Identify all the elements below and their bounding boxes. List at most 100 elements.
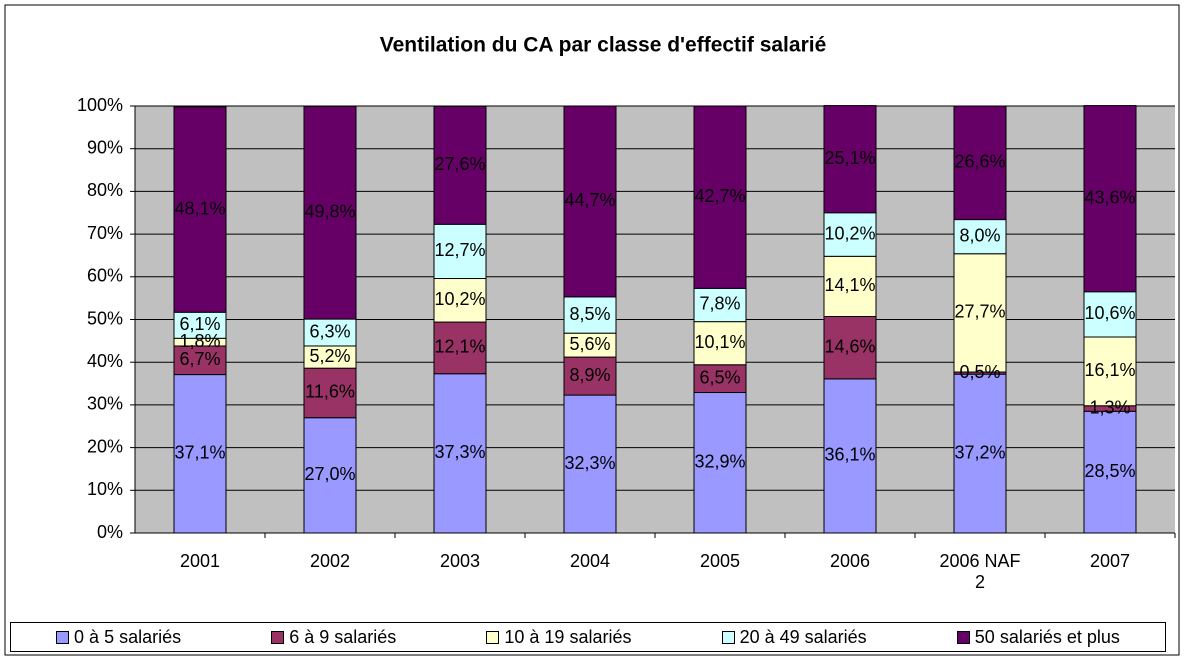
y-tick-label: 0% [97,522,123,542]
data-label: 25,1% [824,148,875,168]
bar-segment [173,106,227,313]
bar-segment [433,278,487,323]
bar-segment [693,364,747,394]
data-label: 8,5% [569,304,610,324]
data-label: 1,3% [1089,397,1130,417]
legend-swatch [271,630,285,644]
data-label: 36,1% [824,445,875,465]
data-label: 6,3% [309,321,350,341]
bar-segment [1083,410,1137,534]
legend-item: 6 à 9 salariés [271,627,396,648]
data-label: 27,7% [954,302,1005,322]
bar-segment [1083,291,1137,338]
y-tick-label: 60% [87,266,123,286]
bar-segment [693,287,747,323]
bar-segment [953,253,1007,373]
data-label: 32,3% [564,453,615,473]
bar-segment [693,392,747,534]
bar-segment [433,105,487,225]
bar-segment [953,105,1007,221]
data-label: 6,1% [179,314,220,334]
bar-segment [173,311,227,339]
y-tick-label: 20% [87,436,123,456]
y-tick-label: 70% [87,223,123,243]
legend-swatch [956,630,970,644]
bar-segment [173,374,227,534]
bar-segment [823,212,877,257]
bar-segment [953,373,1007,534]
data-label: 10,1% [694,332,745,352]
y-tick-label: 30% [87,394,123,414]
data-label: 37,2% [954,442,1005,462]
data-label: 8,0% [959,225,1000,245]
data-label: 48,1% [174,198,225,218]
bar-segment [173,345,227,376]
data-label: 37,1% [174,443,225,463]
legend-item: 50 salariés et plus [956,626,1120,648]
legend-swatch [56,630,70,644]
data-label: 32,9% [694,452,745,472]
legend-label: 20 à 49 salariés [739,626,867,647]
legend-label: 0 à 5 salariés [74,626,182,647]
legend-swatch [486,630,500,644]
legend-label: 6 à 9 salariés [289,626,397,647]
data-label: 26,6% [954,152,1005,172]
bar-segment [433,321,487,375]
data-label: 43,6% [1084,187,1135,207]
x-tick-label: 2006 NAF 2 [939,551,1021,592]
data-label: 6,5% [699,367,740,387]
y-tick-label: 90% [87,137,123,157]
data-label: 42,7% [694,186,745,206]
data-label: 6,7% [179,349,220,369]
legend-item: 0 à 5 salariés [56,627,181,648]
bar-segment [433,373,487,534]
data-label: 10,2% [824,223,875,243]
x-tick-label: 2007 [1089,551,1131,571]
data-label: 11,6% [305,382,355,402]
x-tick-label: 2003 [439,551,481,571]
bar-segment [1083,336,1137,407]
data-label: 14,1% [824,275,875,295]
x-tick-label: 2001 [179,551,221,571]
x-tick-label: 2006 [829,551,871,571]
bar-segment [823,316,877,380]
data-label: 0,5% [959,362,1000,382]
bar-segment [823,105,877,214]
y-tick-label: 50% [87,308,123,328]
data-label: 44,7% [564,190,615,210]
bar-segment [563,394,617,534]
legend-item: 20 à 49 salariés [721,626,867,648]
data-label: 37,3% [434,442,485,462]
x-tick-label: 2002 [309,551,351,571]
bar-segment [433,223,487,280]
data-label: 8,9% [569,365,610,385]
y-tick-label: 40% [87,351,123,371]
data-label: 5,2% [309,346,350,366]
bar-segment [303,367,357,419]
y-tick-label: 80% [87,180,123,200]
bar-segment [563,296,617,334]
legend-swatch [721,630,735,644]
data-label: 10,2% [434,289,485,309]
data-label: 12,1% [434,337,485,357]
legend: 0 à 5 salariés 6 à 9 salariés 10 à 19 sala… [10,622,1166,652]
legend-label: 50 salariés et plus [974,626,1120,647]
legend-item: 10 à 19 salariés [486,627,631,648]
y-tick-label: 100% [77,95,123,115]
data-label: 7,8% [699,294,740,314]
data-label: 1,8% [179,331,220,351]
y-tick-label: 10% [87,479,123,499]
data-label: 27,6% [434,154,485,174]
data-label: 5,6% [569,334,610,354]
data-label: 10,6% [1084,303,1135,323]
data-label: 49,8% [304,202,355,222]
x-tick-label: 2005 [699,551,741,571]
data-label: 27,0% [304,464,355,484]
bar-segment [563,105,617,298]
bar-segment [303,105,357,320]
data-label: 12,7% [434,240,485,260]
bar-segment [303,318,357,347]
data-label: 28,5% [1084,461,1135,481]
bar-segment [693,321,747,366]
